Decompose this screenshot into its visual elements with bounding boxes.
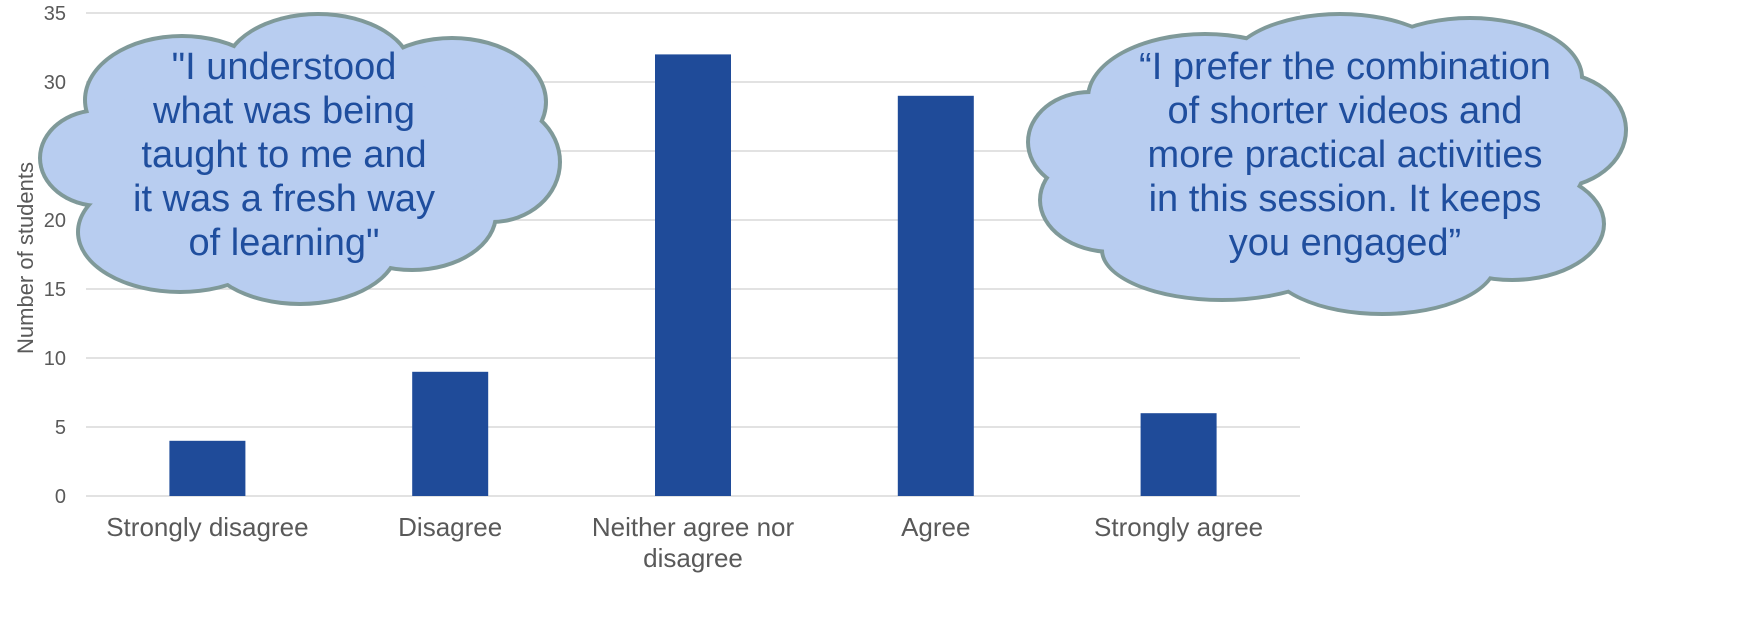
y-tick-label: 35	[44, 3, 66, 25]
cloud-quote-line: what was being	[152, 90, 415, 132]
cloud-quote-line: “I prefer the combination	[1139, 46, 1551, 88]
x-axis-categories: Strongly disagree Disagree Neither agree n…	[106, 512, 1263, 573]
x-category-label: disagree	[643, 543, 743, 573]
bar	[169, 440, 246, 496]
y-axis-ticks: 05101520253035	[44, 3, 66, 508]
cloud-quote-line: more practical activities	[1148, 134, 1543, 176]
bars	[169, 54, 1217, 497]
y-tick-label: 0	[55, 486, 66, 508]
y-tick-label: 10	[44, 348, 66, 370]
bar	[412, 371, 489, 496]
x-category-label: Agree	[901, 512, 970, 542]
cloud-quote-line: of learning"	[189, 222, 380, 264]
cloud-quote-line: in this session. It keeps	[1149, 178, 1542, 220]
bar	[655, 54, 731, 497]
cloud-quote-line: you engaged”	[1229, 222, 1461, 264]
y-tick-label: 5	[55, 417, 66, 439]
y-tick-label: 30	[44, 72, 66, 94]
cloud-quote-line: taught to me and	[141, 134, 426, 176]
bar	[897, 95, 974, 497]
x-category-label: Disagree	[398, 512, 502, 542]
cloud-quote-line: of shorter videos and	[1168, 90, 1523, 132]
y-tick-label: 20	[44, 210, 66, 232]
x-category-label: Neither agree nor	[592, 512, 795, 542]
x-category-label: Strongly disagree	[106, 512, 308, 542]
y-axis-label: Number of students	[13, 162, 38, 354]
cloud-quote-line: "I understood	[172, 46, 397, 88]
y-tick-label: 15	[44, 279, 66, 301]
cloud-quote-line: it was a fresh way	[133, 178, 435, 220]
bar	[1140, 413, 1217, 496]
x-category-label: Strongly agree	[1094, 512, 1263, 542]
